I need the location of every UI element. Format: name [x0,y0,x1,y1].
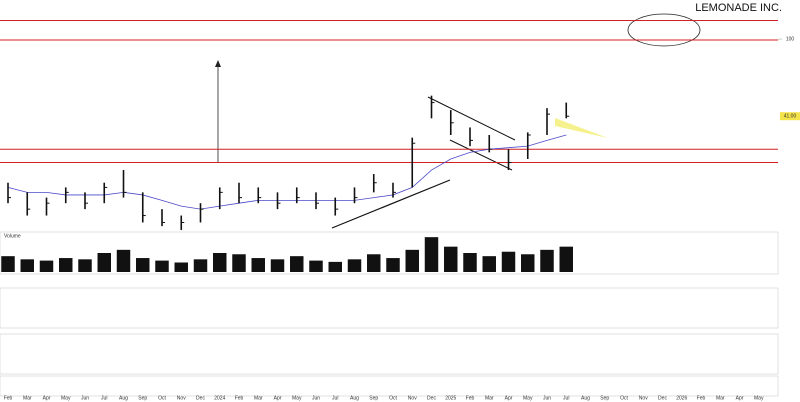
x-tick-label: Feb [235,395,244,401]
triangle-pattern [555,118,608,138]
x-tick-label: Nov [639,395,648,401]
x-tick-label: Mar [254,395,263,401]
x-tick-label: 2025 [445,395,456,401]
volume-bar [559,246,573,272]
volume-bar [309,260,323,272]
volume-bar [540,249,554,272]
x-tick-label: Apr [505,395,513,401]
volume-bar [405,249,419,272]
x-tick-label: Jul [101,395,107,401]
y-tick-label: 100 [786,36,795,42]
volume-bar [39,260,54,272]
x-tick-label: Dec [196,395,205,401]
x-tick-label: Mar [23,395,32,401]
volume-bar [386,258,400,272]
volume-bar [1,256,15,272]
x-tick-label: Oct [389,395,397,401]
volume-bar [136,258,150,272]
x-tick-label: Jun [81,395,89,401]
x-tick-label: Oct [620,395,628,401]
volume-bar [232,254,246,272]
x-tick-label: Feb [697,395,706,401]
x-tick-label: Aug [119,395,128,401]
volume-bar [367,254,381,272]
x-tick-label: Jul [563,395,569,401]
x-tick-label: Jun [312,395,320,401]
x-tick-label: Sep [138,395,147,401]
volume-bar [347,259,362,272]
volume-bar [193,259,208,272]
x-tick-label: Feb [466,395,475,401]
trendline [427,96,516,141]
volume-bar [59,258,73,272]
annotation-ellipse [627,13,701,47]
arrow-head [215,60,221,67]
volume-bar [155,260,169,272]
x-tick-label: Aug [581,395,590,401]
moving-average [7,134,567,210]
price-label: 41.00 [784,114,797,120]
macd-panel [0,333,779,375]
x-tick-label: Sep [369,395,378,401]
x-tick-label: Sep [600,395,609,401]
x-tick-label: Feb [4,395,13,401]
volume-bar [424,237,439,272]
volume-bar [328,261,342,272]
x-tick-label: Dec [427,395,436,401]
x-tick-label: May [754,395,764,401]
volume-bar [251,258,265,272]
volume-bar [501,251,516,272]
x-tick-label: 2024 [214,395,225,401]
x-tick-label: May [292,395,302,401]
volume-bar [270,259,285,272]
x-tick-label: Dec [658,395,667,401]
volume-bar [213,253,227,272]
x-tick-label: Mar [485,395,494,401]
x-tick-label: Apr [274,395,282,401]
x-tick-label: May [523,395,533,401]
x-tick-label: Jun [543,395,551,401]
chart-title: LEMONADE INC. [695,2,782,14]
x-tick-label: May [61,395,71,401]
x-tick-label: Jul [332,395,338,401]
volume-bar [444,246,458,272]
signal-panel [0,375,779,397]
volume-bar [97,253,111,272]
x-tick-label: Oct [158,395,166,401]
price-label-box [780,112,800,121]
rsi-panel [0,287,779,329]
panel-label: Volume [4,233,21,239]
volume-bar [463,253,477,272]
x-tick-label: Apr [43,395,51,401]
x-tick-label: Nov [177,395,186,401]
volume-bar [78,259,92,272]
volume-bar [174,262,188,272]
trendline [331,179,451,229]
x-tick-label: Apr [736,395,744,401]
x-tick-label: Nov [408,395,417,401]
volume-bar [290,256,304,272]
volume-bar [20,259,34,272]
volume-bar [521,254,535,272]
volume-panel [0,231,779,275]
x-tick-label: Mar [716,395,725,401]
x-tick-label: 2026 [676,395,687,401]
trendline [449,139,513,171]
volume-bar [482,256,496,272]
x-tick-label: Aug [350,395,359,401]
volume-bar [116,249,131,272]
